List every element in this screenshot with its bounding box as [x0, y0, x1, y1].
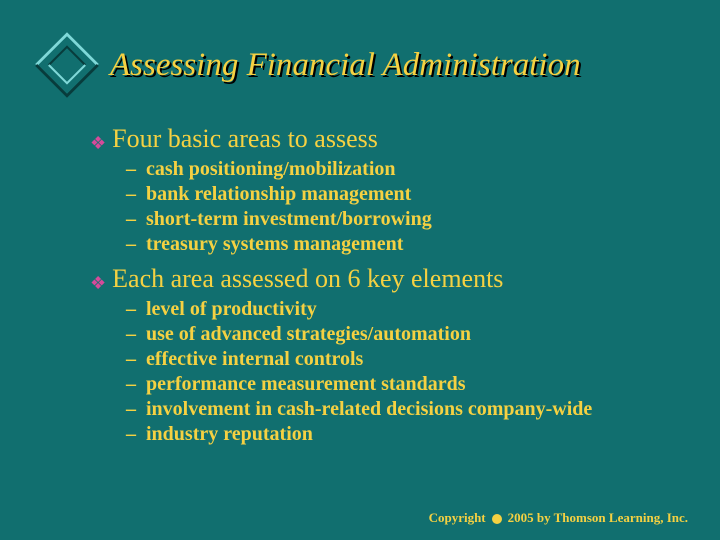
dot-icon	[492, 514, 502, 524]
list-item: – treasury systems management	[90, 233, 670, 256]
dash-bullet-icon: –	[126, 373, 136, 396]
diamond-bullet-icon: ❖	[90, 133, 106, 154]
diamond-bullet-icon: ❖	[90, 273, 106, 294]
dash-bullet-icon: –	[126, 158, 136, 181]
section-heading: ❖ Four basic areas to assess	[90, 124, 670, 154]
section-heading-text: Each area assessed on 6 key elements	[112, 264, 503, 294]
list-item: – involvement in cash-related decisions …	[90, 398, 670, 421]
footer-copyright: Copyright 2005 by Thomson Learning, Inc.	[429, 510, 688, 526]
list-item-text: cash positioning/mobilization	[146, 158, 396, 181]
list-item: – cash positioning/mobilization	[90, 158, 670, 181]
dash-bullet-icon: –	[126, 233, 136, 256]
dash-bullet-icon: –	[126, 208, 136, 231]
list-item: – short-term investment/borrowing	[90, 208, 670, 231]
list-item-text: industry reputation	[146, 423, 313, 446]
title-row: Assessing Financial Administration	[32, 30, 670, 100]
list-item-text: performance measurement standards	[146, 373, 466, 396]
footer-suffix: 2005 by Thomson Learning, Inc.	[508, 510, 688, 526]
list-item-text: short-term investment/borrowing	[146, 208, 432, 231]
footer-prefix: Copyright	[429, 510, 486, 526]
list-item: – performance measurement standards	[90, 373, 670, 396]
list-item: – level of productivity	[90, 298, 670, 321]
slide-title: Assessing Financial Administration	[110, 47, 581, 83]
dash-bullet-icon: –	[126, 298, 136, 321]
list-item: – industry reputation	[90, 423, 670, 446]
list-item-text: bank relationship management	[146, 183, 411, 206]
dash-bullet-icon: –	[126, 398, 136, 421]
dash-bullet-icon: –	[126, 423, 136, 446]
section-heading: ❖ Each area assessed on 6 key elements	[90, 264, 670, 294]
slide: Assessing Financial Administration ❖ Fou…	[0, 0, 720, 540]
dash-bullet-icon: –	[126, 348, 136, 371]
dash-bullet-icon: –	[126, 183, 136, 206]
list-item-text: use of advanced strategies/automation	[146, 323, 471, 346]
list-item: – bank relationship management	[90, 183, 670, 206]
list-item-text: involvement in cash-related decisions co…	[146, 398, 592, 421]
list-item: – effective internal controls	[90, 348, 670, 371]
dash-bullet-icon: –	[126, 323, 136, 346]
list-item: – use of advanced strategies/automation	[90, 323, 670, 346]
list-item-text: treasury systems management	[146, 233, 403, 256]
list-item-text: level of productivity	[146, 298, 317, 321]
slide-content: ❖ Four basic areas to assess – cash posi…	[50, 124, 670, 446]
diamond-icon	[32, 30, 102, 100]
list-item-text: effective internal controls	[146, 348, 363, 371]
section-heading-text: Four basic areas to assess	[112, 124, 378, 154]
